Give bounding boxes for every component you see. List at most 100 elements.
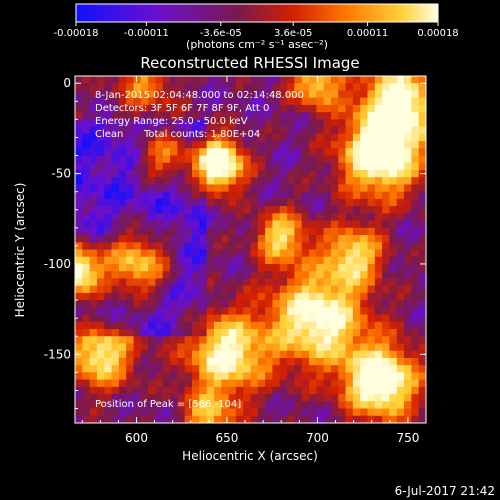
heatmap-cell: [206, 314, 215, 323]
heatmap-cell: [213, 76, 222, 84]
heatmap-cell: [177, 155, 186, 164]
heatmap-cell: [213, 148, 222, 157]
heatmap-cell: [250, 83, 259, 92]
heatmap-cell: [294, 126, 303, 135]
heatmap-cell: [257, 119, 266, 128]
heatmap-cell: [396, 227, 405, 236]
heatmap-cell: [213, 249, 222, 258]
heatmap-cell: [418, 76, 426, 84]
heatmap-cell: [111, 220, 120, 229]
heatmap-cell: [199, 104, 208, 113]
heatmap-cell: [389, 271, 398, 280]
heatmap-cell: [243, 119, 252, 128]
heatmap-cell: [287, 90, 295, 99]
heatmap-cell: [184, 97, 193, 106]
heatmap-cell: [82, 292, 91, 301]
heatmap-cell: [89, 177, 98, 186]
heatmap-cell: [323, 83, 332, 92]
heatmap-cell: [279, 191, 288, 200]
heatmap-cell: [162, 401, 171, 410]
heatmap-cell: [170, 198, 178, 207]
heatmap-cell: [272, 112, 281, 120]
heatmap-cell: [411, 76, 420, 84]
heatmap-cell: [155, 386, 164, 395]
heatmap-cell: [192, 206, 200, 214]
heatmap-cell: [133, 227, 142, 236]
heatmap-cell: [418, 394, 426, 402]
heatmap-cell: [192, 177, 200, 186]
heatmap-cell: [345, 357, 354, 366]
heatmap-cell: [228, 242, 237, 251]
heatmap-cell: [89, 292, 98, 301]
heatmap-cell: [213, 292, 222, 301]
heatmap-cell: [250, 112, 259, 120]
heatmap-cell: [345, 379, 354, 388]
heatmap-cell: [418, 379, 426, 388]
heatmap-cell: [170, 177, 178, 186]
heatmap-cell: [213, 184, 222, 193]
heatmap-cell: [323, 177, 332, 186]
heatmap-cell: [404, 314, 412, 323]
heatmap-cell: [235, 169, 244, 178]
heatmap-cell: [396, 415, 405, 423]
heatmap-cell: [111, 155, 120, 164]
heatmap-cell: [250, 213, 259, 222]
heatmap-cell: [140, 336, 149, 345]
heatmap-cell: [396, 329, 405, 337]
heatmap-cell: [279, 394, 288, 402]
colorbar-tick-label: 3.6e-05: [274, 28, 312, 39]
heatmap-cell: [118, 372, 127, 381]
heatmap-cell: [104, 321, 113, 330]
heatmap-cell: [360, 119, 369, 128]
heatmap-cell: [404, 155, 412, 164]
heatmap-cell: [104, 394, 113, 402]
heatmap-cell: [338, 141, 347, 149]
heatmap-cell: [170, 104, 178, 113]
heatmap-cell: [411, 357, 420, 366]
heatmap-cell: [170, 141, 178, 149]
heatmap-cell: [360, 394, 369, 402]
heatmap-cell: [323, 206, 332, 214]
heatmap-cell: [192, 97, 200, 106]
heatmap-cell: [287, 336, 295, 345]
heatmap-cell: [126, 343, 135, 352]
heatmap-cell: [96, 104, 105, 113]
heatmap-cell: [75, 133, 83, 142]
heatmap-cell: [360, 357, 369, 366]
heatmap-cell: [382, 314, 391, 323]
heatmap-cell: [104, 141, 113, 149]
heatmap-cell: [418, 191, 426, 200]
heatmap-cell: [177, 408, 186, 417]
heatmap-cell: [96, 300, 105, 308]
heatmap-cell: [213, 242, 222, 251]
heatmap-cell: [126, 198, 135, 207]
heatmap-cell: [82, 155, 91, 164]
heatmap-cell: [345, 126, 354, 135]
detectors-annotation: Detectors: 3F 5F 6F 7F 8F 9F, Att 0: [95, 103, 269, 114]
heatmap-cell: [228, 394, 237, 402]
heatmap-cell: [133, 220, 142, 229]
heatmap-cell: [418, 314, 426, 323]
heatmap-cell: [294, 263, 303, 272]
heatmap-cell: [199, 386, 208, 395]
heatmap-cell: [177, 292, 186, 301]
heatmap-cell: [184, 126, 193, 135]
heatmap-cell: [360, 350, 369, 359]
heatmap-cell: [309, 329, 317, 337]
heatmap-cell: [301, 336, 310, 345]
heatmap-cell: [389, 198, 398, 207]
heatmap-cell: [199, 242, 208, 251]
heatmap-cell: [389, 350, 398, 359]
heatmap-cell: [111, 271, 120, 280]
heatmap-cell: [279, 213, 288, 222]
heatmap-cell: [228, 249, 237, 258]
heatmap-cell: [287, 213, 295, 222]
heatmap-cell: [404, 191, 412, 200]
heatmap-cell: [126, 227, 135, 236]
chart-title: Reconstructed RHESSI Image: [140, 54, 359, 72]
heatmap-cell: [374, 177, 383, 186]
heatmap-cell: [272, 408, 281, 417]
heatmap-cell: [192, 83, 200, 92]
heatmap-cell: [162, 271, 171, 280]
heatmap-cell: [382, 169, 391, 178]
